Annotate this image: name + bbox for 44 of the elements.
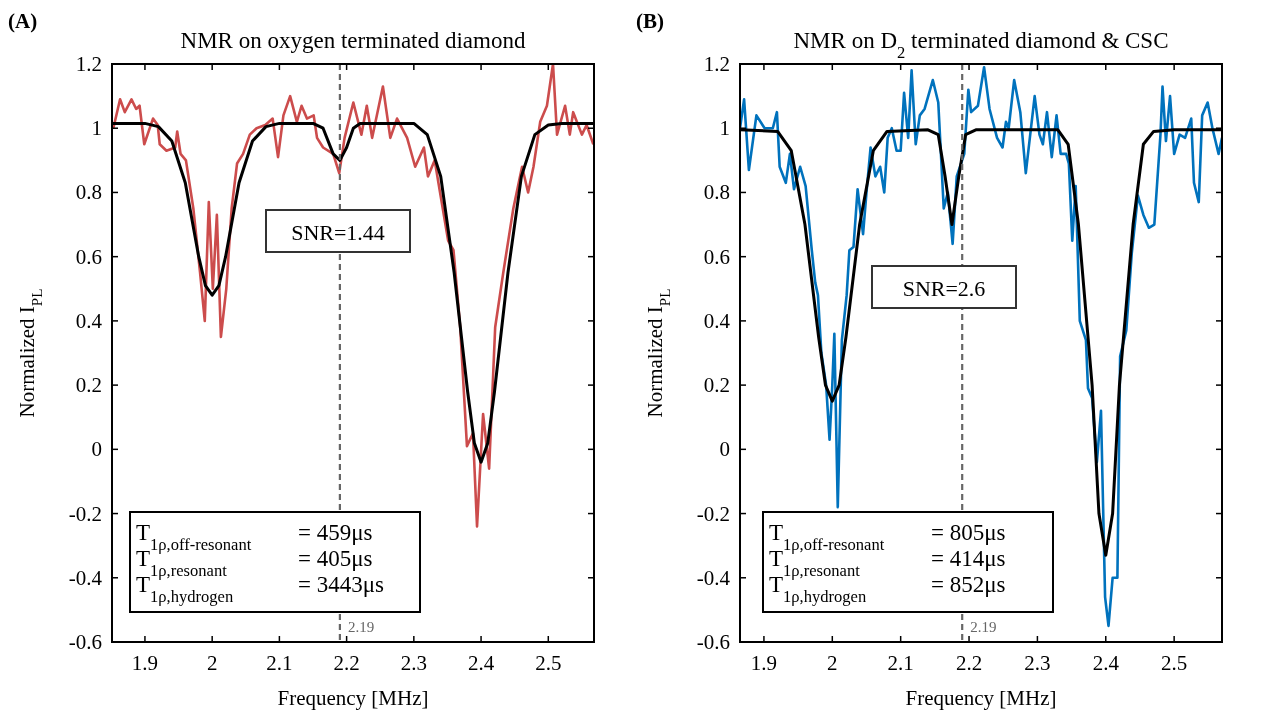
y-tick-label: -0.4	[68, 565, 103, 590]
y-tick-label: 0.2	[703, 373, 730, 398]
y-tick-label: 0.8	[703, 180, 730, 205]
y-tick-label: -0.2	[68, 501, 102, 526]
x-tick-label: 2.2	[955, 651, 983, 675]
ref-line-label: 2.19	[347, 619, 375, 635]
y-tick-label: 0.8	[75, 180, 102, 205]
y-tick-label: 0	[91, 437, 102, 462]
x-tick-label: 2.1	[887, 651, 914, 675]
x-tick-label: 2.2	[333, 651, 360, 675]
x-tick-label: 2.5	[535, 651, 562, 675]
y-tick-label: 1.2	[75, 52, 102, 76]
y-tick-label: 1.2	[703, 52, 730, 76]
text: (A)	[8, 9, 38, 33]
y-tick-label: 0	[719, 437, 730, 462]
y-tick-label: -0.4	[696, 565, 731, 590]
y-tick-label: 1	[719, 116, 730, 141]
x-tick-label: 1.9	[750, 651, 778, 675]
text: (B)	[636, 9, 664, 33]
x-tick-label: 2.1	[266, 651, 293, 675]
y-tick-label: 0.2	[75, 373, 102, 398]
x-tick-label: 2.5	[1161, 651, 1188, 675]
y-tick-label: -0.2	[696, 501, 730, 526]
x-tick-label: 2.3	[400, 651, 427, 675]
y-tick-label: 0.4	[75, 308, 103, 333]
chart-title: NMR on oxygen terminated diamond	[180, 28, 526, 53]
x-tick-label: 2.4	[1092, 651, 1120, 675]
y-tick-label: 1	[91, 116, 102, 141]
annotation: SNR=2.6	[902, 276, 986, 301]
y-tick-label: 0.6	[703, 244, 730, 269]
x-tick-label: 1.9	[131, 651, 159, 675]
x-tick-label: 2.3	[1024, 651, 1051, 675]
y-tick-label: -0.6	[68, 630, 102, 654]
x-axis-title: Frequency [MHz]	[905, 686, 1057, 710]
chart-title: NMR on D$_{2}$ terminated diamond & CSC	[793, 28, 1169, 62]
y-tick-label: 0.4	[703, 308, 731, 333]
x-axis-title: Frequency [MHz]	[277, 686, 429, 710]
x-tick-label: 2	[206, 651, 218, 675]
y-tick-label: 0.6	[75, 244, 102, 269]
annotation: SNR=1.44	[291, 220, 385, 245]
y-tick-label: -0.6	[696, 630, 730, 654]
ref-line-label: 2.19	[970, 619, 997, 635]
x-tick-label: 2.4	[467, 651, 495, 675]
x-tick-label: 2	[827, 651, 838, 675]
